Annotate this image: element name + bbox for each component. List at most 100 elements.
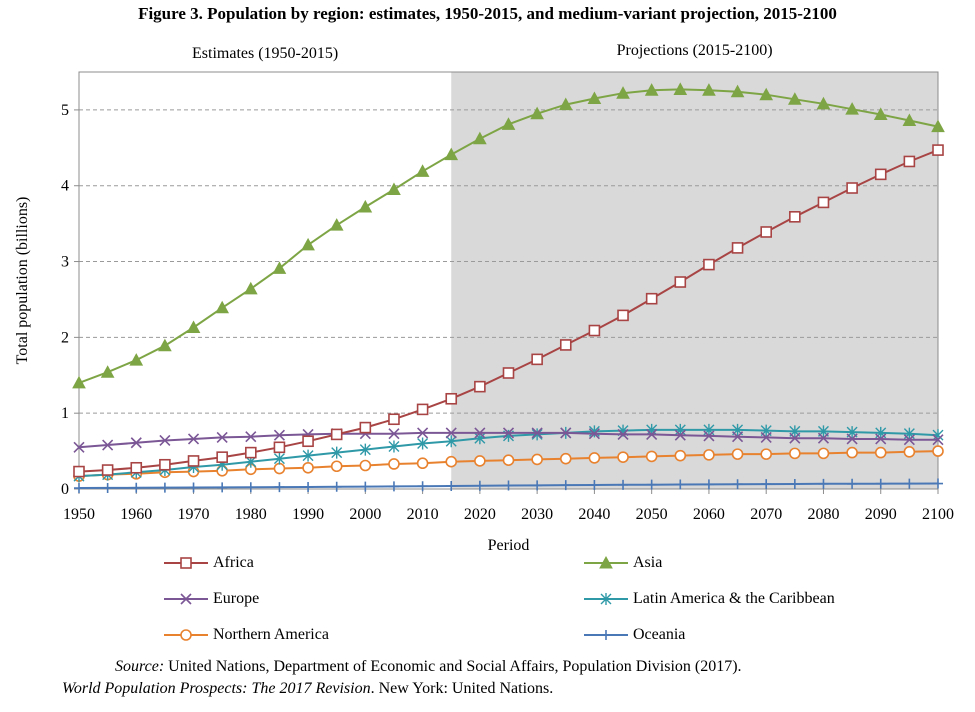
legend-swatch-europe bbox=[164, 593, 208, 605]
point-africa bbox=[101, 464, 114, 476]
point-africa bbox=[932, 144, 944, 156]
point-africa bbox=[531, 353, 543, 366]
point-latin-america-and-the-caribbean bbox=[359, 443, 371, 456]
point-northern-america bbox=[645, 450, 658, 463]
point-europe bbox=[273, 429, 285, 441]
point-oceania bbox=[732, 479, 743, 490]
point-europe bbox=[388, 428, 400, 440]
point-europe bbox=[674, 429, 686, 441]
legend-item-oceania: Oceania bbox=[583, 624, 685, 646]
x-tick-label: 2010 bbox=[407, 506, 439, 523]
point-europe bbox=[560, 427, 572, 439]
point-africa bbox=[359, 421, 372, 434]
legend-label-oceania: Oceania bbox=[633, 626, 686, 643]
point-europe bbox=[245, 431, 257, 443]
point-africa bbox=[874, 168, 887, 181]
point-northern-america bbox=[559, 452, 572, 465]
point-northern-america bbox=[474, 455, 486, 467]
point-northern-america bbox=[330, 460, 343, 473]
point-africa bbox=[302, 435, 314, 448]
point-oceania bbox=[303, 481, 314, 492]
point-oceania bbox=[847, 478, 858, 489]
point-asia bbox=[730, 84, 745, 98]
source-line-1: Source: United Nations, Department of Ec… bbox=[115, 658, 742, 676]
source-line-2: World Population Prospects: The 2017 Rev… bbox=[62, 680, 553, 698]
point-northern-america bbox=[531, 453, 543, 466]
point-africa bbox=[330, 428, 343, 441]
estimates-label: Estimates (1950-2015) bbox=[192, 45, 338, 62]
point-europe bbox=[846, 433, 858, 445]
point-africa bbox=[416, 403, 429, 416]
point-oceania bbox=[331, 481, 342, 492]
point-asia bbox=[473, 131, 487, 145]
point-latin-america-and-the-caribbean bbox=[273, 452, 285, 465]
point-oceania bbox=[102, 482, 113, 493]
point-africa bbox=[903, 155, 916, 168]
point-northern-america bbox=[359, 459, 372, 472]
point-northern-america bbox=[731, 448, 744, 460]
x-tick-label: 2080 bbox=[807, 506, 839, 523]
legend-label-europe: Europe bbox=[213, 590, 260, 607]
point-oceania bbox=[74, 483, 84, 494]
point-europe bbox=[760, 431, 772, 444]
point-oceania bbox=[274, 482, 285, 493]
projections-label: Projections (2015-2100) bbox=[617, 42, 773, 59]
point-oceania bbox=[446, 480, 457, 491]
point-oceania bbox=[360, 481, 371, 492]
point-africa bbox=[273, 441, 286, 454]
point-asia bbox=[845, 102, 859, 115]
x-tick-label: 2020 bbox=[464, 506, 496, 523]
point-africa bbox=[130, 461, 143, 474]
point-europe bbox=[875, 433, 887, 445]
point-africa bbox=[73, 465, 85, 478]
point-europe bbox=[474, 427, 486, 439]
legend-swatch-africa bbox=[164, 557, 208, 569]
point-asia bbox=[873, 107, 888, 120]
point-asia bbox=[902, 113, 917, 127]
x-tick-label: 2060 bbox=[693, 506, 725, 523]
point-northern-america bbox=[874, 446, 887, 459]
point-latin-america-and-the-caribbean bbox=[674, 423, 686, 436]
point-asia bbox=[158, 338, 172, 352]
point-northern-america bbox=[302, 461, 314, 474]
legend-item-northern-america: Northern America bbox=[163, 624, 329, 646]
point-oceania bbox=[646, 479, 657, 490]
point-europe bbox=[588, 428, 600, 440]
legend-item-africa: Africa bbox=[163, 552, 254, 574]
point-africa bbox=[817, 196, 830, 209]
point-africa bbox=[216, 451, 228, 463]
point-africa bbox=[760, 226, 773, 238]
legend-swatch-oceania bbox=[584, 630, 628, 640]
point-latin-america-and-the-caribbean bbox=[417, 437, 429, 450]
legend-swatch-asia bbox=[584, 555, 628, 569]
projection-shade bbox=[451, 72, 938, 489]
projection-shade-layer bbox=[451, 72, 938, 489]
point-northern-america bbox=[388, 458, 400, 470]
point-asia bbox=[387, 182, 401, 196]
point-asia bbox=[186, 320, 201, 334]
legend-label-asia: Asia bbox=[633, 554, 663, 571]
point-asia bbox=[702, 83, 716, 96]
series-oceania bbox=[74, 478, 943, 494]
x-tick-label: 2070 bbox=[750, 506, 782, 523]
point-europe bbox=[703, 430, 715, 442]
point-europe bbox=[732, 431, 744, 443]
y-tick-label: 3 bbox=[61, 254, 69, 271]
point-europe bbox=[531, 427, 543, 439]
x-tick-label: 1960 bbox=[120, 506, 152, 523]
point-asia bbox=[243, 281, 258, 295]
point-latin-america-and-the-caribbean bbox=[445, 435, 457, 448]
point-latin-america-and-the-caribbean bbox=[388, 440, 400, 453]
point-europe bbox=[73, 441, 85, 453]
point-oceania bbox=[875, 478, 886, 489]
y-tick-label: 1 bbox=[61, 405, 69, 422]
grid-layer bbox=[79, 109, 938, 414]
point-asia bbox=[100, 365, 115, 378]
y-tick-label: 0 bbox=[61, 481, 69, 498]
point-northern-america bbox=[932, 445, 944, 457]
point-asia bbox=[616, 86, 630, 99]
point-africa bbox=[187, 455, 200, 467]
point-northern-america bbox=[703, 449, 715, 461]
point-africa bbox=[674, 276, 687, 288]
legend-label-northern-america: Northern America bbox=[213, 626, 329, 643]
